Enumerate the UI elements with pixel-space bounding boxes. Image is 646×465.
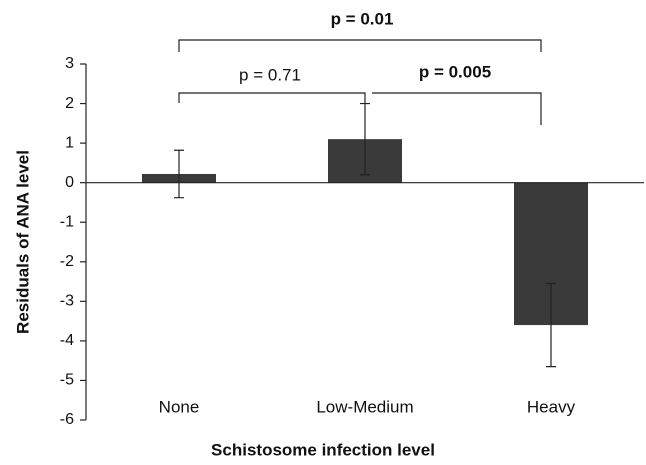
- y-tick-label: 1: [65, 134, 74, 151]
- y-tick-label: -6: [60, 411, 74, 428]
- x-axis-label: Schistosome infection level: [211, 440, 435, 459]
- y-tick-label: -4: [60, 332, 74, 349]
- y-tick-label: -1: [60, 213, 74, 230]
- y-tick-label: -5: [60, 372, 74, 389]
- significance-bracket: [178, 92, 366, 103]
- y-axis-label: Residuals of ANA level: [13, 150, 32, 334]
- error-bar: [546, 282, 556, 368]
- y-tick-label: 3: [65, 55, 74, 72]
- y-tick-label: -2: [60, 253, 74, 270]
- error-bar: [360, 102, 370, 176]
- significance-bracket: [372, 92, 542, 125]
- annotation: p = 0.005: [419, 62, 491, 81]
- significance-bracket: [178, 39, 542, 52]
- annotation: p = 0.71: [239, 65, 301, 84]
- y-tick-label: -3: [60, 293, 74, 310]
- annotation: p = 0.01: [331, 9, 394, 28]
- x-tick-label: Low-Medium: [316, 397, 413, 416]
- x-tick-label: None: [159, 397, 200, 416]
- error-bar: [174, 149, 184, 199]
- y-tick-label: 0: [65, 174, 74, 191]
- x-tick-label: Heavy: [527, 397, 576, 416]
- y-tick-label: 2: [65, 95, 74, 112]
